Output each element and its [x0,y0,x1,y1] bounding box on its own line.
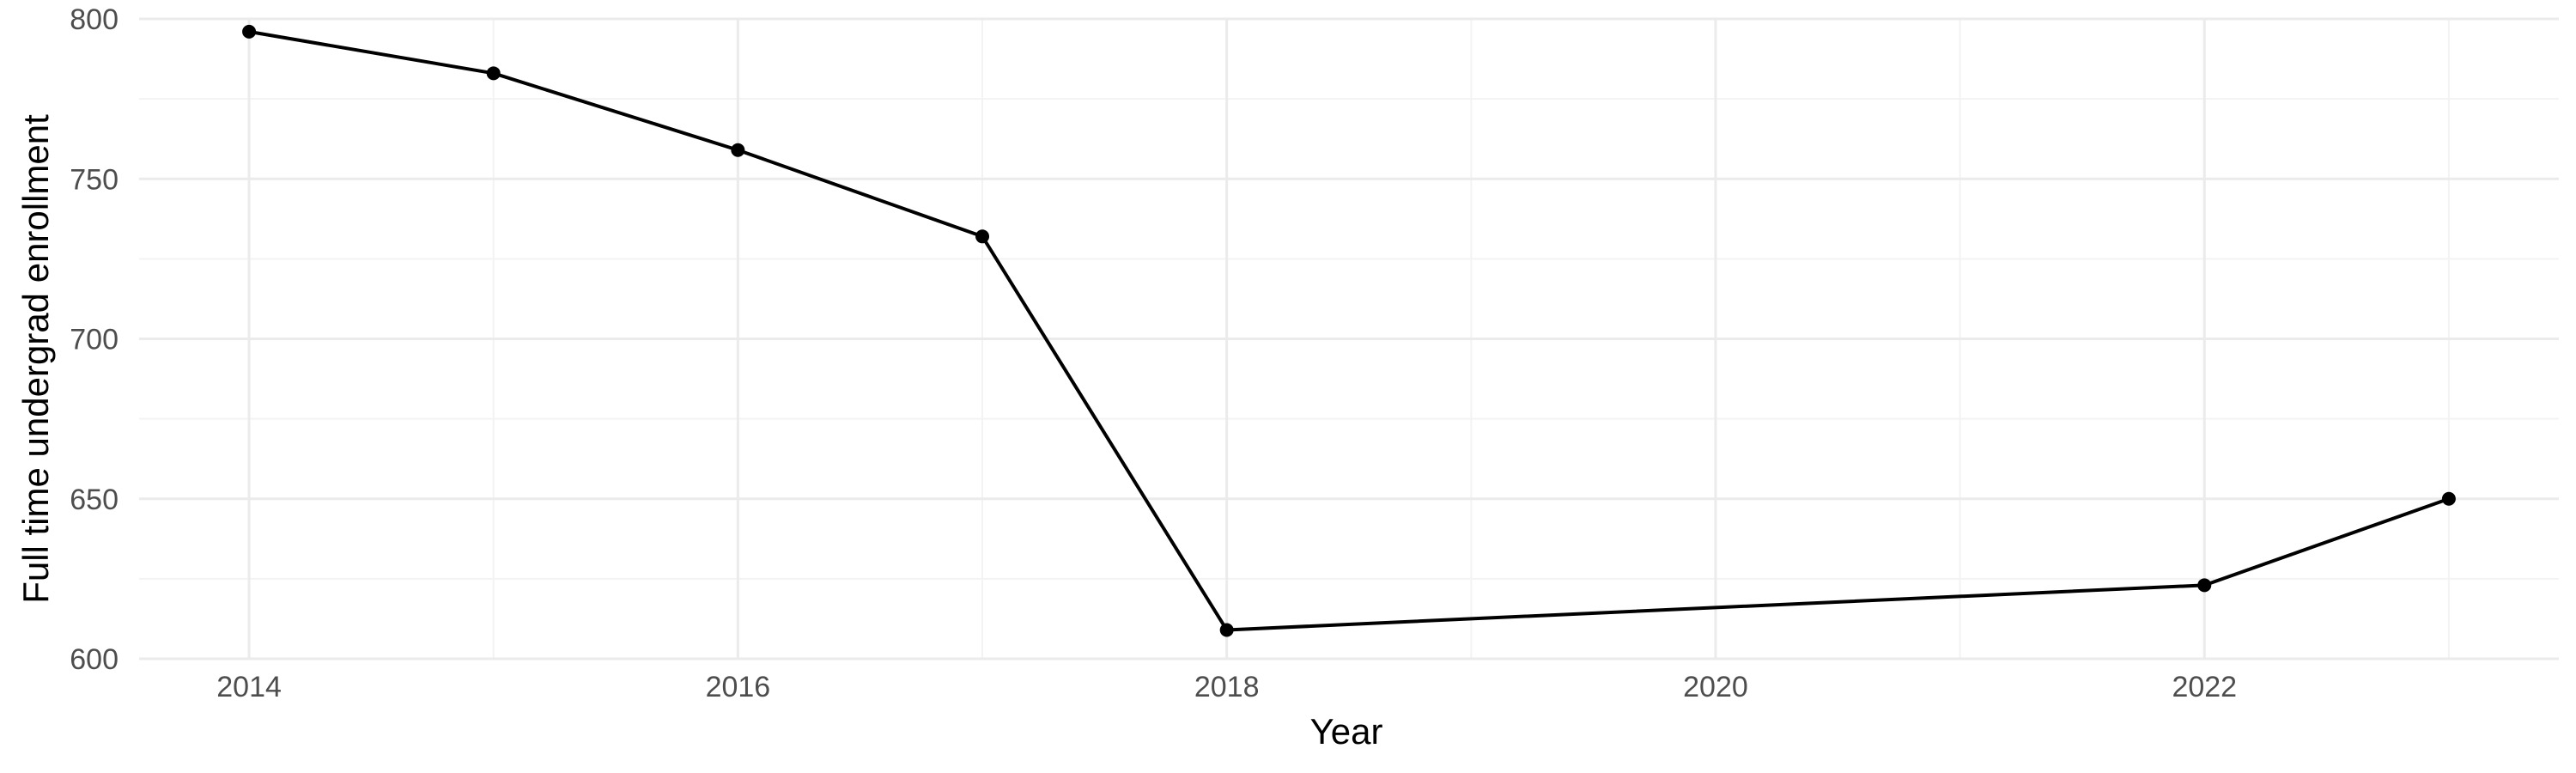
x-tick-label: 2014 [216,671,282,703]
y-tick-label: 650 [70,484,118,516]
data-point [486,66,501,81]
y-tick-label: 750 [70,163,118,196]
data-point [242,24,257,39]
y-axis-ticks: 600 650 700 750 800 [70,3,118,676]
data-point [2441,491,2456,506]
y-tick-label: 800 [70,3,118,36]
x-tick-label: 2016 [706,671,771,703]
data-point [975,229,990,244]
data-point [2197,578,2212,593]
y-axis-title: Full time undergrad enrollment [15,114,56,604]
series-line [248,29,2450,632]
series-layer [242,24,2456,637]
grid [139,17,2559,660]
y-tick-label: 600 [70,643,118,676]
x-axis-ticks: 2014 2016 2018 2020 2022 [216,671,2237,703]
data-point [1219,623,1234,637]
y-tick-label: 700 [70,324,118,356]
x-axis-title: Year [1310,711,1383,752]
x-tick-label: 2018 [1194,671,1260,703]
x-tick-label: 2022 [2172,671,2237,703]
x-tick-label: 2020 [1683,671,1748,703]
data-point [731,143,745,157]
